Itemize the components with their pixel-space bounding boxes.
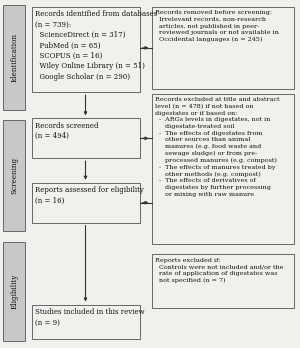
Text: Screening: Screening <box>10 157 18 194</box>
Text: Records removed before screening:
  Irrelevant records, non-research
  articles,: Records removed before screening: Irrele… <box>155 10 279 42</box>
FancyBboxPatch shape <box>152 254 294 308</box>
Text: Eligibility: Eligibility <box>10 274 18 309</box>
FancyBboxPatch shape <box>152 94 294 244</box>
FancyBboxPatch shape <box>32 183 140 223</box>
FancyBboxPatch shape <box>3 120 26 231</box>
FancyBboxPatch shape <box>152 7 294 89</box>
FancyBboxPatch shape <box>3 242 26 341</box>
Text: Reports excluded if:
  Controls were not included and/or the
  rate of applicati: Reports excluded if: Controls were not i… <box>155 258 284 283</box>
Text: Records excluded at title and abstract
level (n = 478) if not based on
digestate: Records excluded at title and abstract l… <box>155 97 280 197</box>
Text: Records screened
(n = 494): Records screened (n = 494) <box>35 122 99 140</box>
Text: Identification: Identification <box>10 33 18 82</box>
FancyBboxPatch shape <box>3 5 26 110</box>
FancyBboxPatch shape <box>32 118 140 158</box>
Text: Records identified from databases
(n = 739):
  ScienceDirect (n = 317)
  PubMed : Records identified from databases (n = 7… <box>35 10 157 81</box>
FancyBboxPatch shape <box>32 7 140 92</box>
Text: Reports assessed for eligibility
(n = 16): Reports assessed for eligibility (n = 16… <box>35 186 144 205</box>
Text: Studies included in this review
(n = 9): Studies included in this review (n = 9) <box>35 308 145 326</box>
FancyBboxPatch shape <box>32 304 140 339</box>
